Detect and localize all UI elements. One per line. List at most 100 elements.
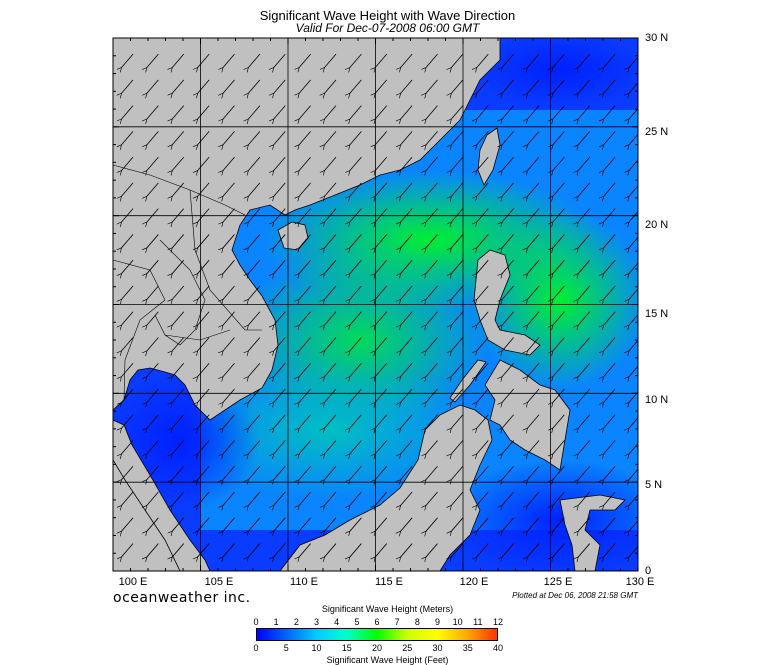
wave-arrow [197, 53, 210, 68]
wave-arrow [400, 311, 413, 326]
wave-arrow [248, 362, 261, 377]
wave-arrow [248, 491, 261, 506]
wave-arrow [552, 517, 565, 532]
wave-arrow [349, 337, 362, 351]
wave-arrow [426, 491, 438, 506]
wave-arrow [197, 131, 210, 145]
wave-arrow [629, 82, 638, 94]
wave-arrow [299, 491, 311, 506]
wave-arrow [121, 105, 134, 120]
wave-arrow [426, 182, 438, 197]
wave-arrow [324, 362, 337, 377]
wave-arrow [629, 133, 638, 145]
wave-arrow [324, 234, 337, 248]
wave-arrow [603, 491, 616, 506]
wave-arrow [476, 491, 489, 506]
wave-arrow [578, 259, 591, 274]
wave-arrow [552, 105, 565, 120]
palawan-island [449, 359, 487, 403]
wave-arrow [324, 79, 337, 94]
wave-arrow [603, 543, 616, 558]
wave-arrow [121, 491, 134, 506]
wave-arrow [502, 234, 514, 248]
wave-arrow [273, 53, 286, 68]
wave-arrow [299, 156, 311, 171]
wave-arrow [476, 234, 489, 248]
wave-arrow [629, 314, 638, 326]
wave-arrow [502, 414, 514, 429]
wave-arrow [375, 466, 388, 480]
wave-arrow [121, 234, 134, 248]
wave-arrow [248, 182, 261, 197]
wave-arrow [451, 543, 464, 558]
lat-label: 20 N [645, 219, 669, 231]
wave-arrow [400, 362, 413, 377]
wave-arrow [121, 311, 134, 326]
colorbar-meter-tick-label: 9 [434, 617, 440, 627]
wave-arrow [121, 440, 134, 455]
wave-arrow [324, 259, 337, 274]
wave-arrow [197, 285, 210, 300]
wave-arrow [197, 543, 210, 558]
wave-arrow [349, 234, 362, 248]
wave-arrow [578, 414, 591, 429]
wave-arrow [451, 259, 464, 274]
lat-label: 15 N [645, 308, 669, 320]
wave-arrow [375, 388, 388, 403]
wave-arrow [476, 79, 489, 94]
wave-arrow [197, 105, 210, 120]
wave-arrow [400, 182, 413, 197]
wave-arrow [248, 388, 261, 403]
wave-arrow [223, 156, 235, 171]
wave-arrow [578, 79, 591, 94]
wave-arrow [146, 311, 159, 326]
wave-arrow [578, 362, 591, 377]
wave-arrow [426, 53, 438, 68]
wave-arrow [375, 131, 388, 145]
wave-arrow [324, 543, 337, 558]
wave-arrow [578, 543, 591, 558]
colorbar-meter-tick-label: 2 [293, 617, 299, 627]
wave-arrow [223, 234, 235, 248]
colorbar-feet-tick-label: 0 [253, 643, 259, 653]
wave-arrow [299, 131, 311, 145]
lat-label: 10 N [645, 394, 669, 406]
colorbar-meter-tick-label: 1 [273, 617, 279, 627]
wave-arrow [273, 105, 286, 120]
wave-arrow [578, 234, 591, 248]
wave-arrow [502, 259, 514, 274]
chart-title: Significant Wave Height with Wave Direct… [259, 8, 516, 23]
wave-arrow [324, 414, 337, 429]
wave-arrow [273, 131, 286, 145]
colorbar-meter-tick-label: 8 [414, 617, 420, 627]
wave-arrow [426, 517, 438, 532]
wave-arrow [629, 545, 638, 558]
wave-arrow [476, 53, 489, 68]
wave-arrow [552, 79, 565, 94]
wave-arrow [476, 259, 489, 274]
wave-arrow [349, 466, 362, 480]
wave-arrow [451, 79, 464, 94]
wave-arrow [197, 388, 210, 403]
wave-arrow [349, 259, 362, 274]
wave-arrow [476, 362, 489, 377]
wave-arrow [146, 53, 159, 68]
wave-arrow [349, 388, 362, 403]
wave-arrow [502, 131, 514, 145]
wave-arrow [349, 440, 362, 455]
wave-arrow [349, 131, 362, 145]
sumatra-island [113, 459, 181, 571]
wave-arrow [426, 337, 438, 351]
wave-arrow [451, 491, 464, 506]
wave-arrow [426, 543, 438, 558]
wave-arrow [527, 517, 540, 532]
wave-arrow [197, 362, 210, 377]
wave-arrow [476, 440, 489, 455]
colorbar-meter-tick-label: 7 [394, 617, 400, 627]
wave-arrow [299, 311, 311, 326]
wave-arrow [400, 543, 413, 558]
wave-arrow [603, 414, 616, 429]
colorbar-title-meters: Significant Wave Height (Meters) [321, 604, 454, 614]
wave-arrow [324, 156, 337, 171]
wave-arrow [197, 156, 210, 171]
